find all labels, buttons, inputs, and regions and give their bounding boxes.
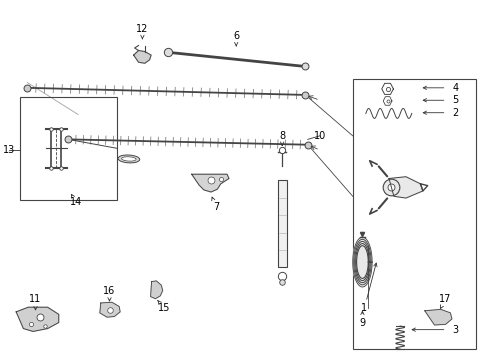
Text: 15: 15 [158, 303, 170, 313]
Text: 12: 12 [136, 24, 148, 34]
Text: 3: 3 [451, 325, 457, 335]
Polygon shape [151, 281, 162, 299]
Text: 1: 1 [361, 303, 367, 313]
Text: 8: 8 [278, 131, 285, 141]
Polygon shape [191, 174, 228, 192]
Polygon shape [352, 237, 371, 287]
Polygon shape [424, 310, 451, 325]
Text: 14: 14 [69, 197, 82, 207]
Text: 11: 11 [30, 295, 42, 305]
Text: 7: 7 [212, 202, 219, 212]
Text: 6: 6 [233, 31, 239, 41]
Text: 9: 9 [359, 317, 365, 327]
Text: 13: 13 [3, 145, 15, 155]
Text: 16: 16 [103, 286, 115, 296]
Text: 5: 5 [451, 95, 457, 105]
Polygon shape [100, 302, 120, 317]
Polygon shape [382, 97, 391, 105]
Polygon shape [134, 50, 151, 63]
Polygon shape [388, 177, 422, 198]
Bar [352, 79, 475, 349]
Polygon shape [381, 83, 393, 95]
Text: 17: 17 [439, 295, 451, 305]
Text: 10: 10 [313, 131, 325, 141]
Bar [20, 97, 117, 200]
Text: 2: 2 [451, 108, 457, 118]
Ellipse shape [118, 155, 139, 163]
Ellipse shape [121, 157, 136, 161]
Polygon shape [16, 307, 59, 331]
Text: 4: 4 [451, 83, 457, 93]
Bar [277, 180, 286, 267]
